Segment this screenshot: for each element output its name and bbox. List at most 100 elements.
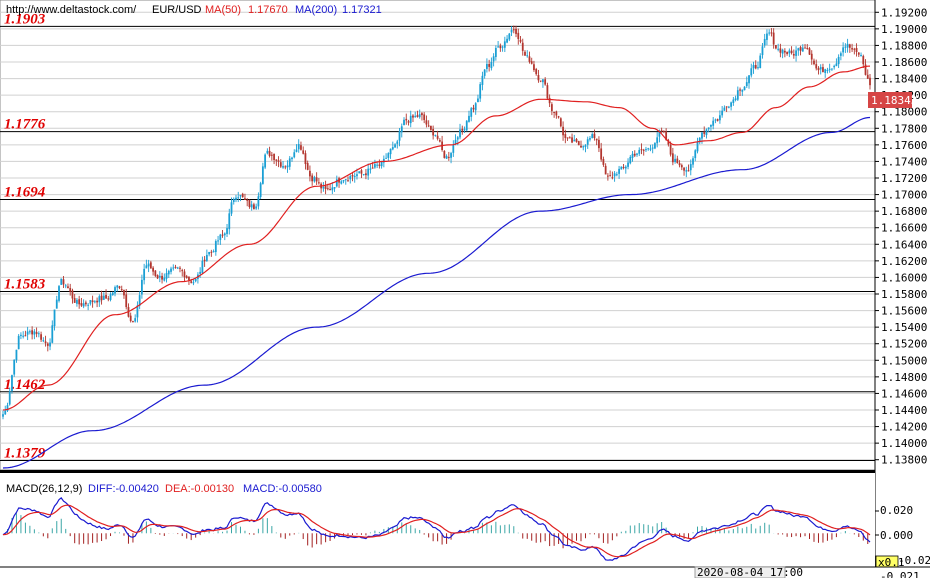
candle-body	[42, 340, 45, 342]
source-url[interactable]: http://www.deltastock.com/	[6, 4, 137, 16]
candle-body	[421, 113, 423, 116]
candle-body	[550, 104, 553, 111]
candle-body	[757, 67, 759, 69]
candle-body	[306, 163, 309, 170]
candle-body	[537, 74, 540, 81]
candle-body	[40, 334, 42, 340]
candle-body	[275, 159, 278, 161]
candle-body	[114, 287, 116, 294]
candle-body	[712, 120, 715, 126]
candle-body	[517, 32, 520, 40]
candle-body	[297, 144, 300, 150]
candle-body	[208, 252, 211, 255]
candle-body	[611, 177, 614, 179]
candle-body	[255, 206, 258, 209]
candle-body	[15, 349, 18, 361]
macd-dea: DEA:-0.00130	[165, 483, 234, 495]
candle-body	[279, 162, 282, 167]
candle-body	[203, 259, 206, 262]
candle-body	[199, 271, 202, 274]
candle-body	[91, 300, 94, 303]
price-pane[interactable]	[0, 0, 876, 471]
candle-body	[246, 199, 249, 201]
candle-body	[687, 170, 690, 172]
candle-body	[568, 137, 571, 139]
candle-body	[4, 410, 7, 415]
candle-body	[329, 189, 331, 191]
candle-body	[358, 171, 361, 174]
candle-body	[783, 50, 786, 53]
candle-body	[145, 265, 148, 269]
candle-body	[2, 414, 4, 417]
candle-body	[394, 144, 396, 148]
candle-body	[78, 299, 81, 305]
pane-separator[interactable]	[0, 470, 875, 473]
candle-body	[689, 164, 692, 171]
candle-body	[703, 132, 706, 134]
candle-body	[60, 278, 63, 285]
candle-body	[624, 166, 627, 169]
price-tick-label: 1.15600	[881, 305, 927, 318]
candle-body	[508, 33, 511, 40]
candle-body	[866, 74, 869, 79]
candle-body	[542, 79, 544, 83]
candle-body	[434, 134, 437, 136]
candle-body	[140, 279, 143, 295]
candle-body	[855, 47, 858, 53]
candle-body	[481, 75, 484, 85]
candle-body	[680, 165, 683, 168]
macd-histogram	[6, 513, 869, 549]
price-tick-label: 1.13800	[881, 454, 927, 467]
candle-body	[580, 145, 582, 148]
ma50-line	[2, 65, 871, 411]
time-axis[interactable]	[0, 567, 930, 578]
candle-body	[539, 80, 542, 82]
candle-body	[188, 276, 190, 281]
candle-body	[479, 84, 482, 99]
price-tick-label: 1.17800	[881, 122, 927, 135]
candle-body	[741, 89, 744, 92]
current-price-label: 1.18343	[871, 94, 917, 107]
candle-body	[96, 300, 98, 303]
candle-body	[317, 182, 320, 184]
candle-body	[497, 46, 500, 48]
candle-body	[620, 166, 623, 170]
candle-body	[721, 110, 724, 116]
candle-body	[212, 251, 215, 253]
candle-body	[835, 63, 838, 67]
candle-body	[436, 135, 439, 139]
candle-body	[864, 64, 867, 75]
candle-body	[152, 267, 155, 272]
price-tick-label: 1.16200	[881, 255, 927, 268]
candle-body	[734, 98, 737, 101]
candle-body	[118, 286, 121, 289]
candle-body	[528, 56, 531, 62]
candle-body	[553, 111, 556, 113]
candle-body	[253, 204, 255, 210]
price-axis[interactable]	[876, 0, 930, 470]
candle-body	[555, 111, 558, 116]
candle-body	[716, 119, 719, 121]
price-tick-label: 1.18600	[881, 56, 927, 69]
level-label: 1.1462	[4, 377, 46, 393]
candle-body	[595, 138, 598, 141]
candle-body	[631, 153, 634, 158]
candle-body	[456, 137, 459, 140]
candle-body	[409, 115, 412, 124]
candle-body	[548, 97, 551, 104]
current-price-box	[868, 92, 912, 108]
candle-body	[398, 131, 401, 141]
candle-body	[640, 149, 643, 151]
candle-body	[295, 149, 298, 152]
price-gridlines	[0, 11, 875, 461]
candle-body	[694, 150, 697, 159]
candle-body	[857, 52, 860, 55]
candle-body	[669, 144, 672, 155]
candle-body	[67, 286, 69, 289]
candle-body	[602, 159, 605, 165]
candle-body	[438, 140, 441, 142]
candle-body	[356, 174, 358, 177]
macd-value: MACD:-0.00580	[243, 483, 322, 495]
candle-body	[813, 60, 815, 65]
